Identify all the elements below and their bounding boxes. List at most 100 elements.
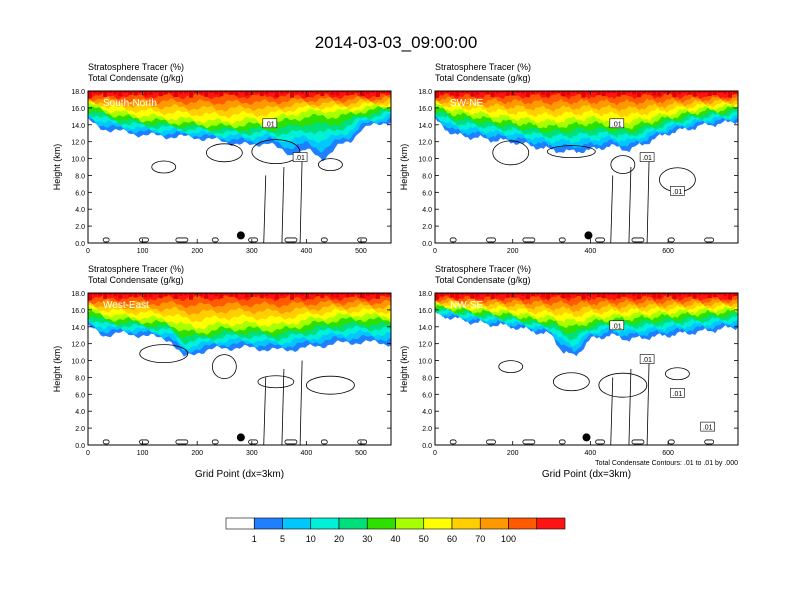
- tracer-stripe: [153, 91, 158, 93]
- contour-surface: [175, 439, 189, 445]
- contour-streak: [610, 377, 614, 445]
- contour-streak: [628, 166, 632, 243]
- tracer-stripe: [637, 91, 642, 98]
- tracer-stripe: [274, 91, 279, 98]
- tracer-stripe: [732, 293, 737, 296]
- contour-label-box: [292, 152, 308, 162]
- y-tick-label: 16.0: [71, 106, 85, 113]
- y-tick-label: 6.0: [75, 190, 85, 197]
- tracer-stripe: [375, 91, 380, 98]
- tracer-stripe: [460, 293, 465, 296]
- colorbar-label: 60: [447, 534, 457, 544]
- contour-surface: [175, 237, 189, 243]
- x-axis-label: Grid Point (dx=3km): [195, 469, 284, 480]
- tracer-stripe: [642, 91, 647, 94]
- chart-panel-1: .01 .01 South-North Stratosphere Tracer (%)…: [52, 62, 392, 255]
- tracer-stripe: [495, 91, 500, 94]
- tracer-stripe: [335, 293, 340, 298]
- x-tick-label: 400: [301, 248, 313, 255]
- y-tick-label: 2.0: [75, 426, 85, 433]
- y-tick-label: 0.0: [75, 443, 85, 450]
- subtitle-line1: Stratosphere Tracer (%): [88, 62, 184, 72]
- tracer-stripe: [682, 91, 687, 93]
- y-tick-label: 4.0: [422, 409, 432, 416]
- tracer-field: [88, 91, 391, 243]
- contour-surface: [357, 237, 368, 243]
- tracer-stripe: [702, 91, 707, 94]
- colorbar-label: 30: [362, 534, 372, 544]
- tracer-stripe: [279, 293, 284, 296]
- tracer-stripe: [229, 293, 234, 297]
- tracer-stripe: [295, 91, 300, 94]
- tracer-stripe: [234, 293, 239, 298]
- tracer-stripe: [380, 91, 385, 94]
- y-axis-label: Height (km): [52, 144, 62, 191]
- tracer-stripe: [626, 293, 631, 295]
- colorbar: 1 5 10 20 30 40 50 60 70 100: [225, 517, 566, 544]
- tracer-stripe: [450, 91, 455, 96]
- contour: [317, 158, 343, 172]
- tracer-stripe: [173, 91, 178, 97]
- tracer-stripe: [199, 91, 204, 94]
- tracer-stripe: [108, 91, 113, 93]
- tracer-stripe: [173, 293, 178, 299]
- tracer-stripe: [128, 91, 133, 95]
- tracer-stripe: [108, 293, 113, 295]
- y-tick-label: 14.0: [71, 123, 85, 130]
- tracer-stripe: [470, 293, 475, 299]
- tracer-stripe: [214, 293, 219, 297]
- tracer-stripe: [133, 91, 138, 96]
- contour-note: Total Condensate Contours: .01 to .01 by…: [595, 460, 738, 467]
- tracer-stripe: [596, 91, 601, 96]
- tracer-stripe: [611, 293, 616, 296]
- tracer-stripe: [566, 293, 571, 298]
- tracer-stripe: [566, 91, 571, 96]
- chart-panel-4: .01 .01 .01 .01 NW-SE Stratosphere Tracer (%)…: [399, 264, 739, 480]
- y-tick-label: 0.0: [422, 443, 432, 450]
- y-tick-label: 8.0: [422, 375, 432, 382]
- tracer-stripe: [601, 91, 606, 97]
- tracer-stripe: [310, 91, 315, 93]
- tracer-stripe: [254, 91, 259, 93]
- tracer-stripe: [520, 293, 525, 296]
- contour-label: .01: [642, 155, 652, 162]
- colorbar-box: [508, 517, 538, 530]
- tracer-stripe: [350, 293, 355, 297]
- tracer-stripe: [98, 91, 103, 94]
- tracer-stripe: [561, 293, 566, 299]
- tracer-stripe: [290, 293, 295, 300]
- contour-surface: [486, 237, 496, 243]
- tracer-stripe: [355, 91, 360, 93]
- subtitle-line1: Stratosphere Tracer (%): [88, 264, 184, 274]
- tracer-stripe: [490, 293, 495, 300]
- tracer-stripe: [515, 91, 520, 93]
- tracer-stripe: [551, 91, 556, 94]
- tracer-stripe: [546, 293, 551, 299]
- tracer-stripe: [576, 293, 581, 296]
- tracer-stripe: [315, 91, 320, 95]
- tracer-stripe: [445, 91, 450, 93]
- tracer-stripe: [581, 91, 586, 98]
- x-tick-label: 400: [585, 248, 597, 255]
- tracer-stripe: [143, 91, 148, 96]
- tracer-stripe: [702, 293, 707, 296]
- contour-surface: [631, 439, 645, 445]
- tracer-stripe: [204, 293, 209, 299]
- tracer-stripe: [450, 293, 455, 298]
- tracer-stripe: [717, 91, 722, 93]
- tracer-stripe: [244, 293, 249, 298]
- y-tick-label: 8.0: [75, 375, 85, 382]
- tracer-stripe: [631, 293, 636, 297]
- tracer-stripe: [667, 293, 672, 296]
- tracer-stripe: [596, 293, 601, 298]
- contour: [552, 372, 590, 392]
- contour-surface: [704, 237, 715, 243]
- tracer-stripe: [475, 293, 480, 297]
- colorbar-label: 50: [419, 534, 429, 544]
- tracer-stripe: [360, 91, 365, 97]
- subtitle-line1: Stratosphere Tracer (%): [435, 264, 531, 274]
- x-tick-label: 300: [246, 450, 258, 457]
- tracer-stripe: [525, 293, 530, 300]
- tracer-stripe: [435, 91, 440, 98]
- condensate-contours: [102, 139, 368, 243]
